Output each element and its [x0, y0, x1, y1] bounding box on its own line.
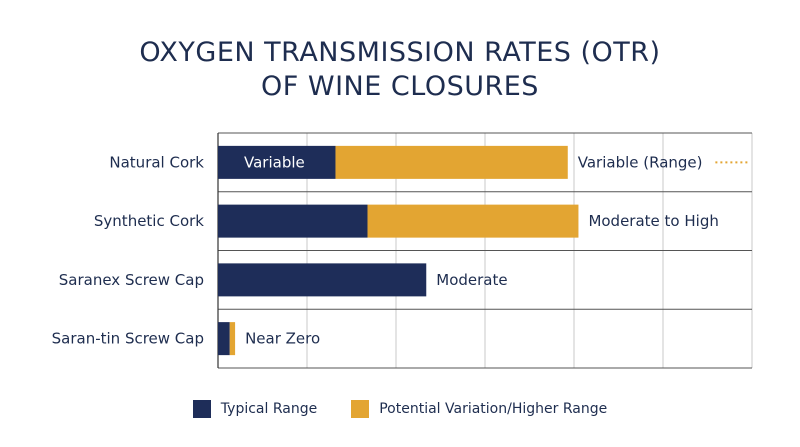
legend-item-potential: Potential Variation/Higher Range [351, 400, 607, 418]
legend-item-typical: Typical Range [192, 400, 318, 418]
bar-potential-range [335, 145, 568, 179]
bar-value-label: Moderate to High [588, 212, 718, 230]
chart-title-line-2: OF WINE CLOSURES [261, 71, 539, 102]
bar-value-label: Variable (Range) [578, 153, 703, 171]
bar-typical-range [218, 322, 230, 356]
legend-label-potential: Potential Variation/Higher Range [379, 401, 608, 417]
bar-potential-range [367, 204, 579, 238]
bar-typical-range [218, 263, 427, 297]
bar-value-label: Moderate [436, 271, 507, 289]
legend-swatch-typical [192, 400, 211, 418]
bar-potential-range [229, 322, 236, 356]
category-label: Synthetic Cork [94, 212, 204, 230]
bar-typical-range [218, 145, 336, 179]
category-label: Natural Cork [109, 153, 204, 171]
chart-title: OXYGEN TRANSMISSION RATES (OTR) OF WINE … [0, 36, 800, 104]
bar-inner-label: Variable [244, 153, 305, 171]
legend-label-typical: Typical Range [220, 401, 318, 417]
chart-title-line-1: OXYGEN TRANSMISSION RATES (OTR) [139, 37, 661, 68]
legend-swatch-potential [351, 400, 370, 418]
bar-value-label: Near Zero [245, 330, 320, 348]
category-label: Saran-tin Screw Cap [52, 330, 204, 348]
category-label: Saranex Screw Cap [59, 271, 204, 289]
chart-legend: Typical Range Potential Variation/Higher… [0, 400, 800, 418]
bar-typical-range [218, 204, 368, 238]
